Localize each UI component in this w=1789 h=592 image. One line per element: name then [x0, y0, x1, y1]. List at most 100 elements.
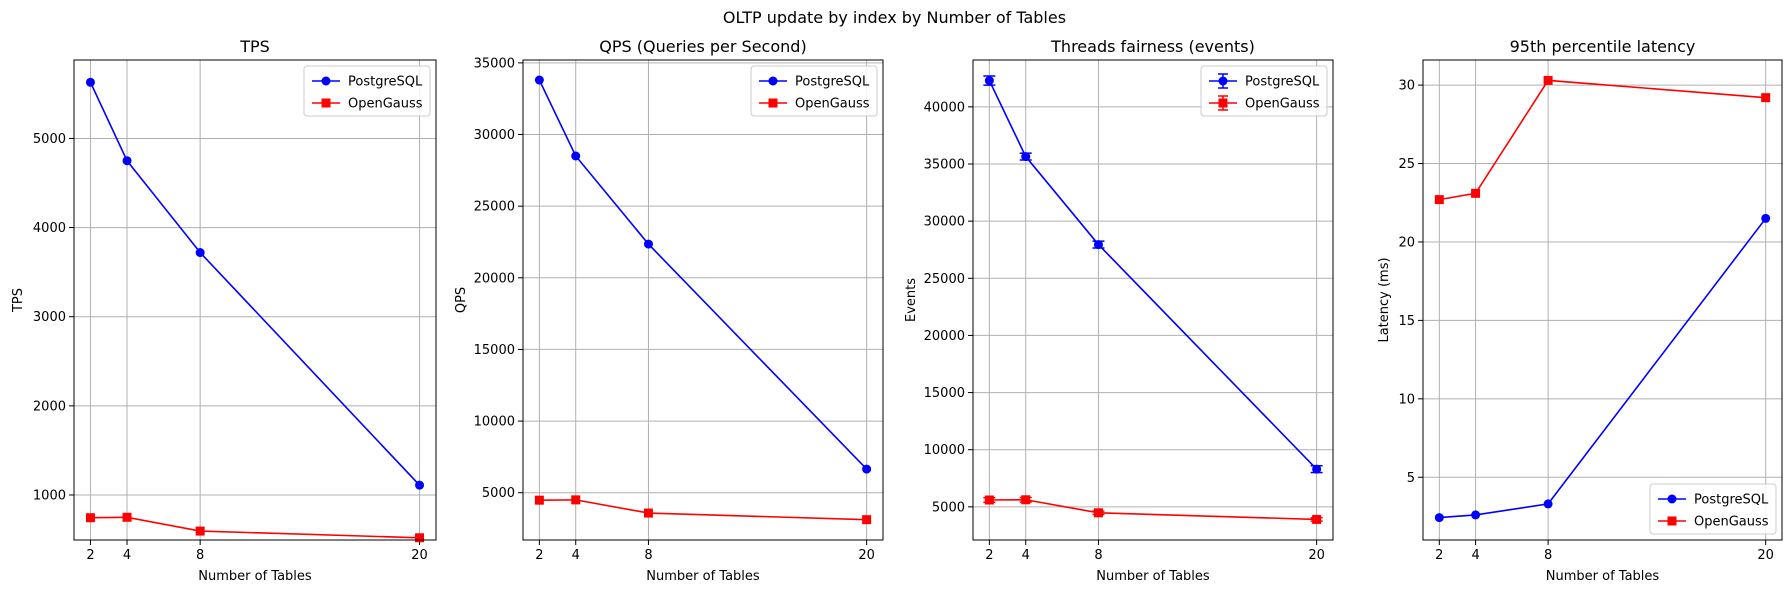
data-point — [1761, 93, 1771, 103]
data-point — [571, 495, 581, 505]
series-line-opengauss — [90, 516, 420, 539]
axes-frame — [73, 59, 437, 541]
x-tick-label: 4 — [123, 548, 131, 563]
y-tick-label: 35000 — [474, 56, 515, 71]
legend-label: OpenGauss — [1245, 97, 1320, 112]
figure-title: OLTP update by index by Number of Tables — [722, 8, 1067, 27]
y-tick-label: 15000 — [474, 343, 515, 358]
data-point — [534, 495, 544, 505]
data-point — [1543, 499, 1553, 509]
data-point — [862, 515, 872, 525]
legend-label: PostgreSQL — [1694, 493, 1769, 508]
data-point — [1471, 188, 1481, 198]
x-tick-label: 4 — [1022, 548, 1030, 563]
legend: PostgreSQL OpenGauss — [750, 65, 878, 117]
x-axis-label: Number of Tables — [646, 569, 760, 584]
data-point — [195, 526, 205, 536]
legend-label: OpenGauss — [348, 97, 423, 112]
data-point — [1434, 513, 1444, 523]
data-point — [984, 495, 994, 505]
data-point — [1021, 495, 1031, 505]
legend: PostgreSQL OpenGauss — [1649, 483, 1777, 535]
x-axis-label: Number of Tables — [1546, 569, 1660, 584]
x-tick-label: 4 — [572, 548, 580, 563]
y-tick-label: 5000 — [932, 500, 965, 515]
data-point — [1761, 213, 1771, 223]
x-tick-label: 2 — [985, 548, 993, 563]
y-tick-label: 35000 — [924, 158, 965, 173]
series-line-postgresql — [89, 81, 421, 486]
y-tick-label: 20000 — [474, 271, 515, 286]
x-tick-label: 20 — [1757, 548, 1774, 563]
y-axis-label: Latency (ms) — [1377, 257, 1392, 342]
y-axis-label: QPS — [454, 287, 469, 313]
subplot-title: Threads fairness (events) — [1050, 37, 1255, 56]
legend-marker — [321, 76, 331, 86]
subplot-1: 2 4 8 20 1000 2000 3000 4000 5000 TPS Number of Ta… — [11, 37, 437, 584]
legend-marker — [768, 76, 778, 86]
y-tick-label: 20 — [1398, 235, 1415, 250]
subplot-4: 2 4 8 20 5 10 15 20 25 30 95th percentile latency N… — [1377, 37, 1783, 584]
y-tick-label: 25000 — [924, 272, 965, 287]
data-point — [1543, 75, 1553, 85]
axes-frame — [1422, 59, 1783, 541]
legend-label: PostgreSQL — [1245, 75, 1320, 90]
x-tick-label: 8 — [196, 548, 204, 563]
x-tick-label: 8 — [644, 548, 652, 563]
x-tick-label: 20 — [411, 548, 428, 563]
legend-marker — [768, 98, 778, 108]
y-tick-label: 10000 — [924, 443, 965, 458]
y-tick-label: 40000 — [924, 100, 965, 115]
y-tick-label: 4000 — [33, 221, 66, 236]
series-line-postgresql — [538, 79, 868, 470]
data-point — [415, 533, 425, 543]
y-tick-label: 5000 — [482, 486, 515, 501]
y-axis-label: Events — [904, 278, 919, 322]
subplot-title: QPS (Queries per Second) — [599, 37, 806, 56]
y-tick-label: 5000 — [33, 132, 66, 147]
x-tick-label: 2 — [86, 548, 94, 563]
data-point — [984, 76, 994, 86]
data-point — [1434, 195, 1444, 205]
subplot-3: 2 4 8 20 5000 10000 15000 20000 25000 30000 35000 4… — [904, 37, 1334, 584]
y-tick-label: 25 — [1398, 157, 1415, 172]
x-axis-label: Number of Tables — [198, 569, 312, 584]
y-axis-label: TPS — [11, 288, 26, 313]
y-tick-label: 15000 — [924, 386, 965, 401]
data-point — [85, 513, 95, 523]
subplot-2: 2 4 8 20 5000 10000 15000 20000 25000 30000 35000 Q… — [454, 37, 884, 584]
y-tick-label: 25000 — [474, 200, 515, 215]
y-tick-label: 5 — [1407, 471, 1415, 486]
subplot-title: 95th percentile latency — [1510, 37, 1696, 56]
data-point — [1021, 152, 1031, 162]
data-point — [85, 77, 95, 87]
data-point — [1471, 510, 1481, 520]
legend: PostgreSQL OpenGauss — [1200, 65, 1328, 117]
y-tick-label: 10 — [1398, 392, 1415, 407]
y-tick-label: 2000 — [33, 399, 66, 414]
legend-label: OpenGauss — [795, 97, 870, 112]
subplot-title: TPS — [239, 37, 270, 56]
data-point — [534, 75, 544, 85]
data-point — [195, 248, 205, 258]
legend-marker — [1218, 98, 1228, 108]
data-point — [415, 480, 425, 490]
x-tick-label: 2 — [535, 548, 543, 563]
y-tick-label: 30000 — [924, 215, 965, 230]
y-tick-label: 15 — [1398, 314, 1415, 329]
legend-label: OpenGauss — [1694, 515, 1769, 530]
data-point — [1093, 508, 1103, 518]
legend-marker — [1667, 516, 1677, 526]
y-tick-label: 20000 — [924, 329, 965, 344]
data-point — [122, 156, 132, 166]
y-tick-label: 30000 — [474, 128, 515, 143]
legend-label: PostgreSQL — [348, 75, 423, 90]
x-tick-label: 8 — [1094, 548, 1102, 563]
legend: PostgreSQL OpenGauss — [303, 65, 431, 117]
x-axis-label: Number of Tables — [1096, 569, 1210, 584]
axes-frame — [522, 59, 884, 541]
data-point — [1312, 514, 1322, 524]
axes-frame — [972, 59, 1334, 541]
x-tick-label: 2 — [1435, 548, 1443, 563]
